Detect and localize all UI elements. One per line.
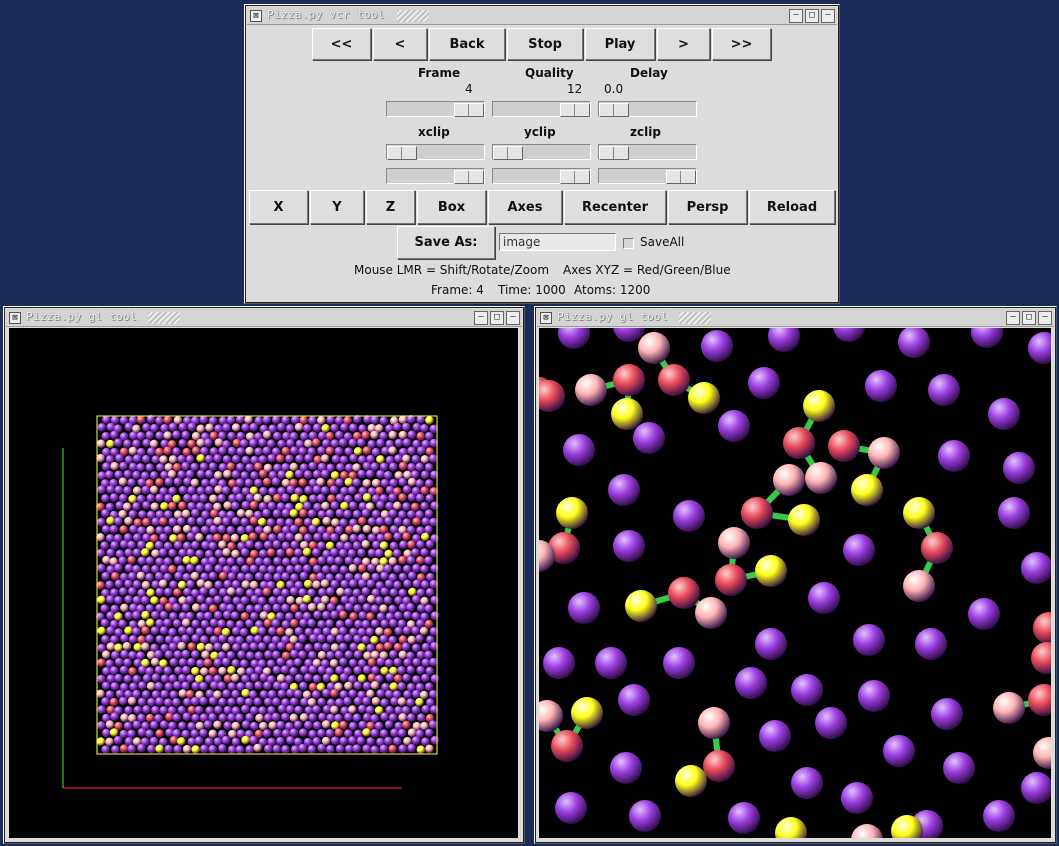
atom-layer <box>539 328 1051 838</box>
delay-slider-thumb[interactable] <box>599 103 629 117</box>
axes-help-text: Axes XYZ = Red/Green/Blue <box>563 263 731 277</box>
vcr-titlebar[interactable]: ⊠ Pizza.py vcr tool – □ – <box>247 7 837 25</box>
frame-slider[interactable] <box>386 101 485 117</box>
vcr-tool-window: ⊠ Pizza.py vcr tool – □ – << < Back Stop… <box>244 4 840 304</box>
maximize-icon[interactable]: □ <box>805 9 819 23</box>
quality-value: 12 <box>567 82 583 96</box>
window-title: Pizza.py vcr tool <box>267 8 385 21</box>
xclip-low-thumb[interactable] <box>387 146 417 160</box>
molecule-zoomed-render <box>539 328 1051 838</box>
axes-button[interactable]: Axes <box>488 190 562 224</box>
step-back-button[interactable]: < <box>373 28 427 60</box>
maximize-icon[interactable]: □ <box>490 311 504 325</box>
saveall-label: SaveAll <box>640 235 685 249</box>
quality-slider[interactable] <box>492 101 591 117</box>
save-filename-input[interactable]: image <box>499 233 616 251</box>
status-frame: Frame: 4 <box>431 283 484 297</box>
zclip-label: zclip <box>630 125 661 139</box>
window-title: Pizza.py gl tool <box>557 310 668 323</box>
title-grip-icon <box>679 312 711 324</box>
atom-field <box>96 414 440 754</box>
delay-value: 0.0 <box>604 82 624 96</box>
maximize-icon[interactable]: □ <box>1022 311 1036 325</box>
view-z-button[interactable]: Z <box>366 190 415 224</box>
gl-tool-window-left: ⊠ Pizza.py gl tool – □ – <box>3 306 525 844</box>
step-forward-button[interactable]: > <box>657 28 710 60</box>
play-button[interactable]: Play <box>585 28 655 60</box>
xclip-label: xclip <box>418 125 450 139</box>
close-icon[interactable]: – <box>821 9 835 23</box>
minimize-icon[interactable]: – <box>1006 311 1020 325</box>
window-menu-icon[interactable]: ⊠ <box>9 312 21 324</box>
yclip-label: yclip <box>524 125 556 139</box>
frame-value: 4 <box>465 82 473 96</box>
close-icon[interactable]: – <box>506 311 520 325</box>
yclip-high-slider[interactable] <box>492 168 591 184</box>
saveall-checkbox[interactable] <box>623 238 634 249</box>
yclip-high-thumb[interactable] <box>560 170 590 184</box>
frame-label: Frame <box>418 66 461 80</box>
gl-canvas-overview[interactable] <box>9 328 518 838</box>
quality-label: Quality <box>525 66 574 80</box>
title-grip-icon <box>148 312 180 324</box>
save-as-button[interactable]: Save As: <box>397 226 495 259</box>
yclip-low-thumb[interactable] <box>493 146 523 160</box>
recenter-button[interactable]: Recenter <box>564 190 666 224</box>
frame-slider-thumb[interactable] <box>454 103 484 117</box>
minimize-icon[interactable]: – <box>789 9 803 23</box>
reload-button[interactable]: Reload <box>749 190 835 224</box>
window-title: Pizza.py gl tool <box>26 310 137 323</box>
zclip-low-slider[interactable] <box>598 144 697 160</box>
xclip-high-slider[interactable] <box>386 168 485 184</box>
back-button[interactable]: Back <box>429 28 505 60</box>
view-x-button[interactable]: X <box>249 190 308 224</box>
close-icon[interactable]: – <box>1038 311 1052 325</box>
yclip-low-slider[interactable] <box>492 144 591 160</box>
window-menu-icon[interactable]: ⊠ <box>250 10 262 22</box>
xclip-low-slider[interactable] <box>386 144 485 160</box>
window-menu-icon[interactable]: ⊠ <box>540 312 552 324</box>
mouse-help-text: Mouse LMR = Shift/Rotate/Zoom <box>354 263 550 277</box>
delay-slider[interactable] <box>598 101 697 117</box>
box-button[interactable]: Box <box>417 190 486 224</box>
zclip-high-slider[interactable] <box>598 168 697 184</box>
title-grip-icon <box>397 10 429 22</box>
view-y-button[interactable]: Y <box>310 190 364 224</box>
rewind-button[interactable]: << <box>312 28 371 60</box>
persp-button[interactable]: Persp <box>668 190 747 224</box>
status-atoms: Atoms: 1200 <box>574 283 651 297</box>
gl-canvas-zoomed[interactable] <box>539 328 1051 838</box>
simulation-box <box>96 415 438 755</box>
minimize-icon[interactable]: – <box>474 311 488 325</box>
fast-forward-button[interactable]: >> <box>712 28 771 60</box>
xclip-high-thumb[interactable] <box>454 170 484 184</box>
stop-button[interactable]: Stop <box>507 28 583 60</box>
delay-label: Delay <box>630 66 668 80</box>
zclip-low-thumb[interactable] <box>599 146 629 160</box>
gl-left-titlebar[interactable]: ⊠ Pizza.py gl tool – □ – <box>6 309 522 327</box>
gl-tool-window-right: ⊠ Pizza.py gl tool – □ – <box>534 306 1057 844</box>
status-time: Time: 1000 <box>498 283 566 297</box>
gl-right-titlebar[interactable]: ⊠ Pizza.py gl tool – □ – <box>537 309 1054 327</box>
quality-slider-thumb[interactable] <box>560 103 590 117</box>
molecule-overview-render <box>62 414 440 789</box>
zclip-high-thumb[interactable] <box>666 170 696 184</box>
